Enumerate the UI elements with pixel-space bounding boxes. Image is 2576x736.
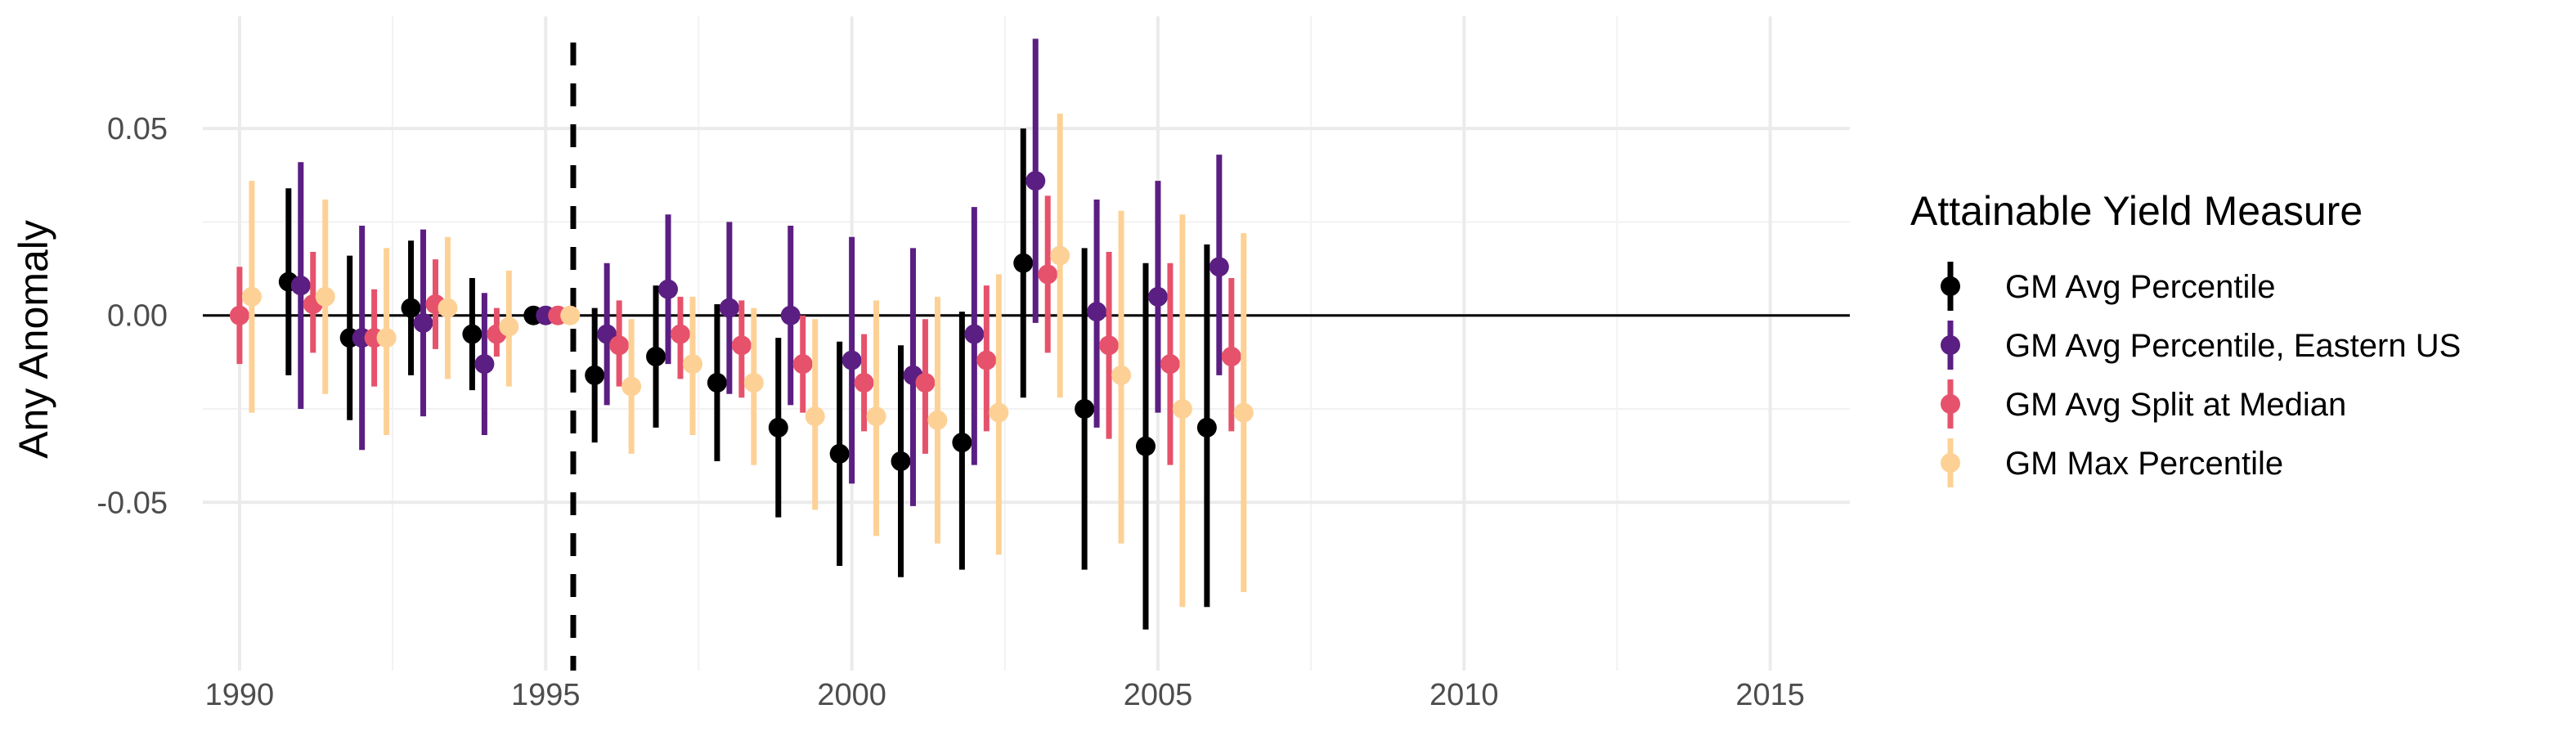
data-point [1160,354,1180,375]
data-point [719,298,739,318]
data-point [1087,302,1107,322]
data-point [499,316,519,337]
data-point [1135,436,1156,456]
data-point [474,354,495,375]
legend-label: GM Avg Percentile, Eastern US [2005,328,2461,364]
legend-label: GM Avg Percentile [2005,269,2276,305]
legend-key-point [1941,394,1960,414]
data-point [401,298,421,318]
data-point [658,279,679,299]
data-point [315,286,335,307]
data-point [964,324,985,344]
legend-key-point [1941,276,1960,296]
data-point [1050,245,1070,266]
data-point [622,376,642,397]
data-point [927,410,948,430]
data-point [707,373,727,393]
legend-title: Attainable Yield Measure [1910,188,2363,234]
series-group-3 [241,113,1254,608]
data-point [609,335,630,356]
axis-layer: 1990 1995 2000 2005 2010 2015 0.05 0.00 -0.05 [96,112,1805,712]
data-point [229,305,249,325]
data-point [1111,365,1132,385]
legend-items: GM Avg Percentile GM Avg Percentile, East… [1941,262,2461,487]
data-point [1172,399,1192,419]
data-point [743,373,764,393]
data-point [560,305,581,325]
x-tick-label: 2015 [1735,678,1805,712]
data-point [792,354,813,375]
data-point [768,417,788,438]
data-point [841,350,862,370]
legend-item: GM Avg Percentile [1941,262,2276,311]
x-tick-label: 1990 [205,678,275,712]
legend-label: GM Avg Split at Median [2005,387,2346,423]
x-tick-label: 2000 [817,678,886,712]
data-point [854,373,874,393]
data-point [952,433,972,453]
grid-layer [203,16,1850,671]
reference-lines [203,43,1850,671]
legend: Attainable Yield Measure GM Avg Percenti… [1910,188,2461,487]
data-point [989,402,1009,423]
data-point [829,443,850,464]
data-point [1233,402,1254,423]
legend-key-point [1941,453,1960,473]
data-point [682,354,702,375]
data-point [1075,399,1095,419]
data-point [438,298,458,318]
data-point [805,406,825,427]
series-group-1 [290,38,1229,506]
data-point [1147,286,1168,307]
data-point [731,335,752,356]
x-tick-label: 1995 [511,678,581,712]
legend-label: GM Max Percentile [2005,446,2283,482]
series-group-0 [278,128,1217,630]
data-point [241,286,262,307]
data-point [915,373,936,393]
data-point [646,347,666,366]
data-point [670,324,690,344]
legend-item: GM Avg Split at Median [1941,379,2346,429]
y-tick-label: 0.00 [107,299,168,334]
data-point [585,365,605,385]
series-group-2 [229,195,1241,465]
y-axis-title: Any Anomaly [11,220,56,459]
data-point [1038,264,1058,285]
y-tick-label: -0.05 [96,486,168,520]
legend-item: GM Avg Percentile, Eastern US [1941,321,2461,370]
data-point [376,328,397,348]
data-point [290,276,311,296]
legend-key-point [1941,335,1960,355]
data-point [413,312,433,333]
data-point [1221,347,1241,366]
data-point [780,305,801,325]
data-point [462,324,482,344]
data-point [891,451,911,471]
data-point [1099,335,1120,356]
legend-item: GM Max Percentile [1941,438,2283,487]
data-point [1209,257,1229,277]
series-layer [229,38,1254,630]
data-point [1013,253,1034,273]
data-point [1196,417,1217,438]
x-tick-label: 2005 [1124,678,1193,712]
y-tick-label: 0.05 [107,112,168,146]
data-point [866,406,886,427]
data-point [976,350,997,370]
data-point [1025,171,1046,191]
x-tick-label: 2010 [1429,678,1499,712]
